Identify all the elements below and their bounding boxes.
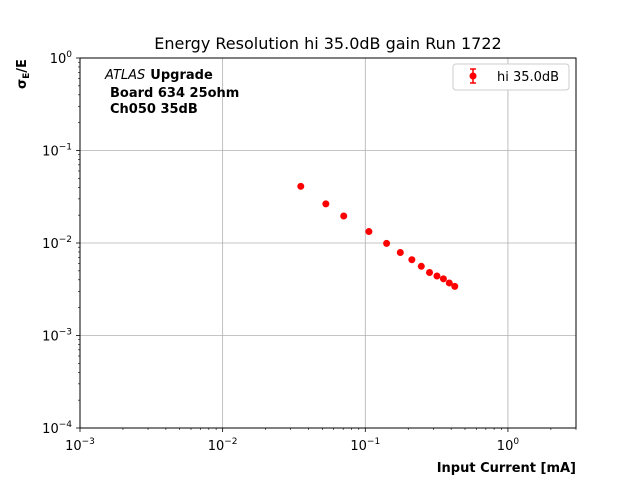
y-tick-label: 10−2 xyxy=(42,235,72,252)
data-point xyxy=(451,282,459,290)
y-tick-label: 100 xyxy=(50,50,73,67)
y-axis-label-sub: E xyxy=(22,73,32,79)
x-tick-label-exponent: −1 xyxy=(367,437,380,447)
data-point xyxy=(408,256,416,264)
y-axis-label: σE/E xyxy=(15,59,32,89)
data-point xyxy=(396,248,404,256)
x-tick-label-base: 10 xyxy=(497,439,514,454)
x-tick-label-base: 10 xyxy=(350,439,367,454)
y-tick-label-base: 10 xyxy=(42,330,59,345)
y-tick-label: 10−4 xyxy=(42,420,72,437)
x-tick-label: 10−3 xyxy=(65,437,95,454)
y-axis-label-main: σ xyxy=(15,79,30,89)
x-axis: 10−3 10−2 10−1 100 xyxy=(65,428,577,454)
x-tick-label-exponent: 0 xyxy=(513,437,519,447)
y-tick-label-base: 10 xyxy=(42,145,59,160)
legend: hi 35.0dB xyxy=(452,63,570,91)
legend-marker xyxy=(469,72,477,80)
x-tick-label-exponent: −3 xyxy=(82,437,95,447)
data-point xyxy=(365,228,373,236)
annotation-atlas: ATLAS xyxy=(104,68,145,83)
series-points xyxy=(297,182,459,290)
legend-box xyxy=(452,63,570,91)
annotation-channel: Ch050 35dB xyxy=(110,102,198,117)
y-tick-label-exponent: −2 xyxy=(59,235,72,245)
x-tick-label-base: 10 xyxy=(208,439,225,454)
data-point xyxy=(433,272,441,280)
y-tick-label-exponent: −1 xyxy=(59,143,72,153)
y-tick-label-base: 10 xyxy=(42,237,59,252)
y-tick-label-base: 10 xyxy=(42,422,59,437)
y-axis-label-tail: /E xyxy=(15,59,30,73)
y-tick-label-base: 10 xyxy=(50,52,67,67)
x-tick-label-base: 10 xyxy=(65,439,82,454)
y-tick-label-exponent: −3 xyxy=(59,328,72,338)
chart-title: Energy Resolution hi 35.0dB gain Run 172… xyxy=(154,34,501,53)
annotation-board: Board 634 25ohm xyxy=(110,86,239,101)
data-point xyxy=(439,275,447,283)
legend-label: hi 35.0dB xyxy=(497,70,559,85)
x-tick-label-exponent: −2 xyxy=(224,437,237,447)
data-point xyxy=(340,212,348,220)
x-axis-label: Input Current [mA] xyxy=(437,461,576,476)
x-tick-label: 100 xyxy=(497,437,520,454)
data-point xyxy=(322,200,330,208)
data-point xyxy=(445,279,453,287)
annotation: ATLAS Upgrade Board 634 25ohm Ch050 35dB xyxy=(104,68,239,117)
data-point xyxy=(417,262,425,270)
y-tick-label-exponent: 0 xyxy=(66,50,72,60)
data-point xyxy=(297,182,305,190)
data-point xyxy=(426,268,434,276)
plot-frame xyxy=(79,57,577,429)
y-tick-label: 10−3 xyxy=(42,328,72,345)
x-tick-label: 10−2 xyxy=(208,437,238,454)
data-point xyxy=(383,239,391,247)
y-tick-label-exponent: −4 xyxy=(59,420,73,430)
annotation-upgrade: Upgrade xyxy=(150,68,213,83)
x-tick-label: 10−1 xyxy=(350,437,380,454)
y-tick-label: 10−1 xyxy=(42,143,72,160)
